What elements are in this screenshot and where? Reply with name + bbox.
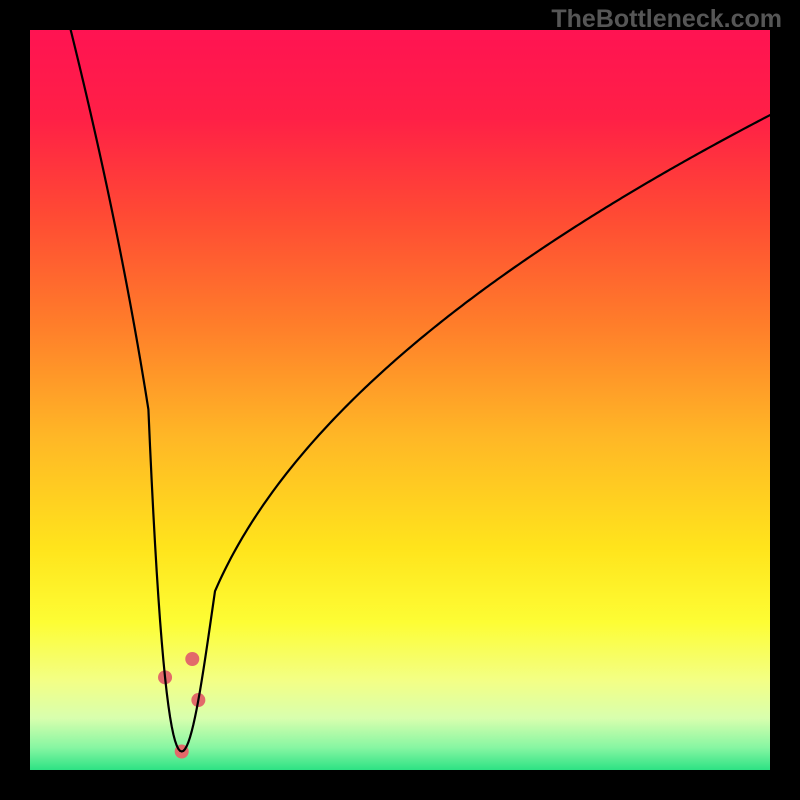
watermark-text: TheBottleneck.com bbox=[551, 5, 782, 34]
chart-svg bbox=[0, 0, 800, 800]
chart-stage: TheBottleneck.com bbox=[0, 0, 800, 800]
plot-background bbox=[30, 30, 770, 770]
trough-marker bbox=[185, 652, 199, 666]
